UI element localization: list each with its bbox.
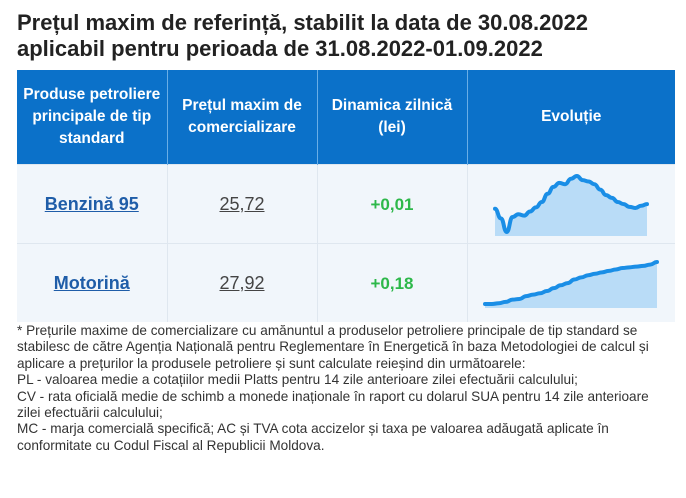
sparkline-line <box>493 174 650 234</box>
product-cell: Benzină 95 <box>17 164 168 244</box>
delta-cell: +0,01 <box>317 164 468 244</box>
delta-value: +0,01 <box>370 194 414 214</box>
note-mc: MC - marja comercială specifică; AC și T… <box>17 421 609 453</box>
product-link-benzina[interactable]: Benzină 95 <box>44 193 139 214</box>
header-evolution: Evoluție <box>467 70 675 165</box>
page-title: Prețul maxim de referință, stabilit la d… <box>17 10 677 62</box>
price-cell: 27,92 <box>167 243 318 322</box>
note-cv: CV - rata oficială medie de schimb a mon… <box>17 388 649 421</box>
price-cell: 25,72 <box>167 164 318 244</box>
header-product: Produse petroliere principale de tip sta… <box>17 70 168 165</box>
footnotes: * Prețurile maxime de comercializare cu … <box>17 323 669 454</box>
table-row: Motorină 27,92 +0,18 <box>17 243 675 322</box>
note-intro: * Prețurile maxime de comercializare cu … <box>17 323 649 371</box>
sparkline-chart <box>483 260 660 308</box>
product-link-motorina[interactable]: Motorină <box>53 272 130 293</box>
product-cell: Motorină <box>17 243 168 322</box>
evolution-cell <box>467 243 675 322</box>
sparkline-chart <box>493 174 650 236</box>
sparkline-area <box>495 176 648 236</box>
note-pl: PL - valoarea medie a cotațiilor medii P… <box>17 372 578 388</box>
sparkline-line <box>483 260 660 306</box>
evolution-cell <box>467 164 675 244</box>
table-row: Benzină 95 25,72 +0,01 <box>17 164 675 244</box>
price-value[interactable]: 25,72 <box>219 193 265 214</box>
header-price: Prețul maxim de comercializare <box>167 70 318 165</box>
title-line-1: Prețul maxim de referință, stabilit la d… <box>17 10 589 35</box>
title-line-2: aplicabil pentru perioada de 31.08.2022-… <box>17 36 543 61</box>
delta-value: +0,18 <box>370 273 414 293</box>
price-table: Produse petroliere principale de tip sta… <box>17 70 675 322</box>
header-dynamics: Dinamica zilnică (lei) <box>317 70 468 165</box>
delta-cell: +0,18 <box>317 243 468 322</box>
price-value[interactable]: 27,92 <box>219 272 265 293</box>
table-header-row: Produse petroliere principale de tip sta… <box>17 70 675 165</box>
